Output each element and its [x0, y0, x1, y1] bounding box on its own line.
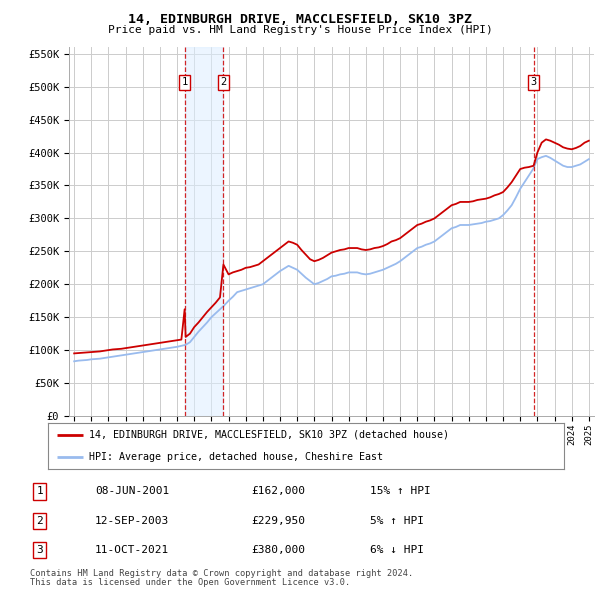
- Text: Price paid vs. HM Land Registry's House Price Index (HPI): Price paid vs. HM Land Registry's House …: [107, 25, 493, 35]
- Text: 1: 1: [37, 486, 43, 496]
- Text: £229,950: £229,950: [251, 516, 305, 526]
- Text: 3: 3: [37, 545, 43, 555]
- Text: 12-SEP-2003: 12-SEP-2003: [95, 516, 169, 526]
- Text: 5% ↑ HPI: 5% ↑ HPI: [370, 516, 424, 526]
- Text: £380,000: £380,000: [251, 545, 305, 555]
- Text: 3: 3: [530, 77, 537, 87]
- Bar: [185, 47, 223, 416]
- Text: 2: 2: [37, 516, 43, 526]
- Text: 11-OCT-2021: 11-OCT-2021: [95, 545, 169, 555]
- Text: 2: 2: [220, 77, 227, 87]
- Text: 1: 1: [182, 77, 188, 87]
- Text: 14, EDINBURGH DRIVE, MACCLESFIELD, SK10 3PZ: 14, EDINBURGH DRIVE, MACCLESFIELD, SK10 …: [128, 13, 472, 26]
- Text: 6% ↓ HPI: 6% ↓ HPI: [370, 545, 424, 555]
- Text: HPI: Average price, detached house, Cheshire East: HPI: Average price, detached house, Ches…: [89, 452, 383, 462]
- Text: Contains HM Land Registry data © Crown copyright and database right 2024.: Contains HM Land Registry data © Crown c…: [30, 569, 413, 578]
- Text: This data is licensed under the Open Government Licence v3.0.: This data is licensed under the Open Gov…: [30, 578, 350, 587]
- Text: £162,000: £162,000: [251, 486, 305, 496]
- Text: 14, EDINBURGH DRIVE, MACCLESFIELD, SK10 3PZ (detached house): 14, EDINBURGH DRIVE, MACCLESFIELD, SK10 …: [89, 430, 449, 440]
- Text: 15% ↑ HPI: 15% ↑ HPI: [370, 486, 431, 496]
- Text: 08-JUN-2001: 08-JUN-2001: [95, 486, 169, 496]
